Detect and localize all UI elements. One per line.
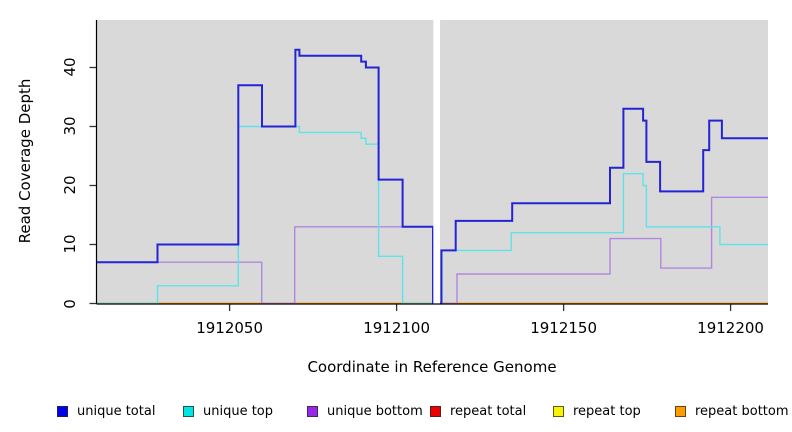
legend-swatch-icon xyxy=(57,405,68,417)
legend-item-repeat-top: repeat top xyxy=(553,403,641,419)
legend-swatch-icon xyxy=(430,405,441,417)
series-line-unique-top xyxy=(97,125,433,305)
y-tick-label: 10 xyxy=(61,234,79,255)
y-tick-label: 30 xyxy=(61,116,79,137)
series-line-unique-bottom xyxy=(439,196,768,305)
series-line-unique-total xyxy=(97,48,434,304)
x-tick-label: 1912200 xyxy=(697,319,764,337)
legend-item-unique-top: unique top xyxy=(183,403,274,419)
legend-label: unique bottom xyxy=(327,403,423,419)
legend-label: repeat top xyxy=(573,403,641,419)
y-tick-label: 0 xyxy=(61,298,79,309)
legend-label: unique total xyxy=(77,403,156,419)
missing-data-gap xyxy=(433,20,441,304)
legend-label: unique top xyxy=(203,403,274,419)
x-tick-label: 1912100 xyxy=(363,319,430,337)
y-tick-label: 40 xyxy=(61,57,79,78)
legend-label: repeat bottom xyxy=(695,403,789,419)
legend-item-repeat-bottom: repeat bottom xyxy=(675,403,789,419)
x-axis-title: Coordinate in Reference Genome xyxy=(307,358,557,376)
series-line-unique-total xyxy=(439,107,768,305)
x-tick-label: 1912050 xyxy=(196,319,263,337)
legend-swatch-icon xyxy=(183,405,194,417)
x-tick-label: 1912150 xyxy=(530,319,597,337)
legend-item-unique-total: unique total xyxy=(57,403,156,419)
y-tick-label: 20 xyxy=(61,175,79,196)
legend-swatch-icon xyxy=(553,405,564,417)
legend-item-unique-bottom: unique bottom xyxy=(307,403,423,419)
y-axis-title: Read Coverage Depth xyxy=(16,78,34,244)
legend-swatch-icon xyxy=(307,405,318,417)
legend-item-repeat-total: repeat total xyxy=(430,403,527,419)
legend-swatch-icon xyxy=(675,405,686,417)
legend-label: repeat total xyxy=(450,403,527,419)
